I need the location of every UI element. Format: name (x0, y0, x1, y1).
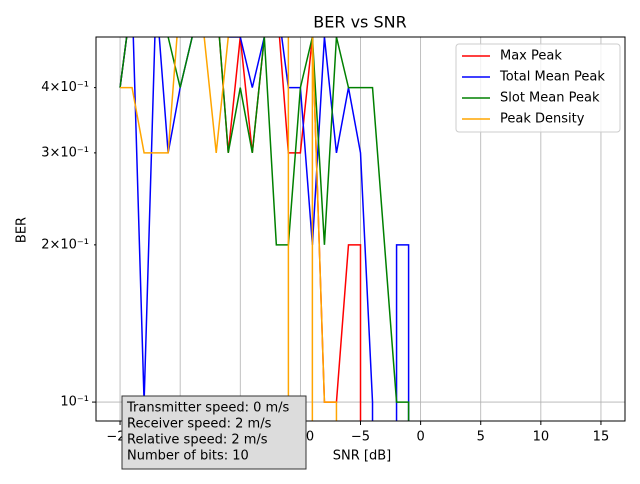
data-line (119, 37, 362, 421)
legend-label: Total Mean Peak (499, 70, 605, 85)
plot-lines (119, 37, 410, 421)
annotation-text: Number of bits: 10 (127, 449, 249, 464)
data-line (119, 37, 410, 421)
annotation-text: Relative speed: 2 m/s (127, 433, 268, 448)
x-tick-label: 5 (477, 430, 485, 445)
x-tick-label: 0 (416, 430, 424, 445)
y-axis-label: BER (15, 217, 30, 243)
legend-label: Max Peak (500, 49, 562, 64)
x-tick-label: −5 (351, 430, 370, 445)
y-tick-label: 10⁻¹ (60, 395, 89, 410)
annotation-text: Receiver speed: 2 m/s (127, 417, 272, 432)
legend-label: Slot Mean Peak (500, 91, 600, 106)
annotation-box (121, 395, 307, 470)
legend-label: Peak Density (500, 112, 585, 127)
x-tick-label: 10 (533, 430, 550, 445)
data-line (119, 37, 410, 421)
x-axis-label: SNR [dB] (333, 449, 391, 464)
y-tick-label: 3×10⁻¹ (41, 145, 89, 160)
chart-title: BER vs SNR (313, 13, 406, 32)
legend-box (455, 43, 621, 133)
x-tick-label: 15 (593, 430, 610, 445)
y-tick-label: 2×10⁻¹ (41, 237, 89, 252)
legend: Max Peak Total Mean Peak Slot Mean Peak Pea… (455, 43, 621, 133)
annotation-text: Transmitter speed: 0 m/s (126, 401, 290, 416)
y-tick-label: 4×10⁻¹ (41, 80, 89, 95)
